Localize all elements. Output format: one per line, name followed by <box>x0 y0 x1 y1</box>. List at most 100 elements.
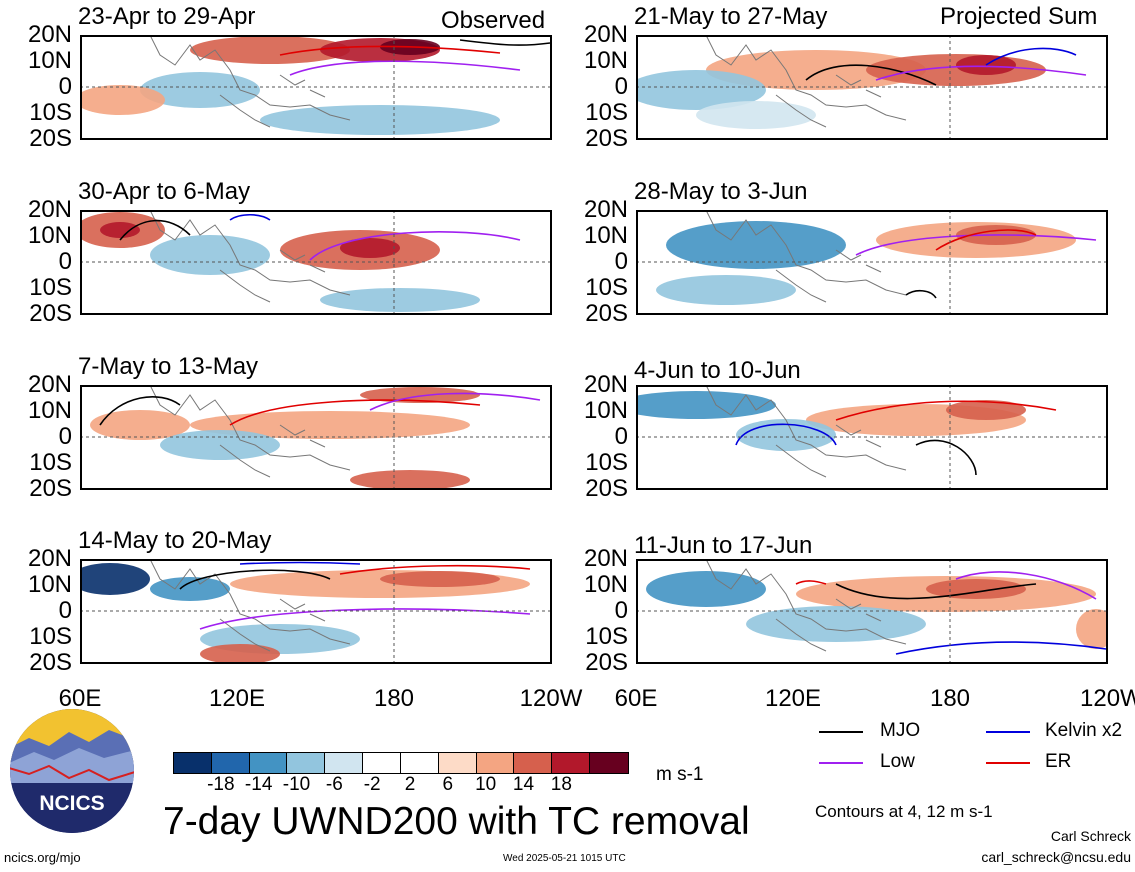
wave-contour <box>895 641 1107 655</box>
wave-contour <box>835 400 1057 421</box>
wave-contour <box>99 396 181 426</box>
colorbar-tick-label: -10 <box>282 774 311 795</box>
wave-contour <box>239 561 361 565</box>
wind-anomaly-shading <box>320 288 480 312</box>
timestamp: Wed 2025-05-21 1015 UTC <box>503 853 626 864</box>
map-panel-1 <box>80 35 552 140</box>
wave-contour <box>229 213 271 221</box>
lat-label-10n: 10N <box>27 47 72 74</box>
map-frame <box>80 35 552 140</box>
wave-contour <box>985 47 1077 66</box>
legend-line-mjo <box>819 731 863 733</box>
lat-label-20n: 20N <box>583 21 628 48</box>
panel-title-8: 11-Jun to 17-Jun <box>634 532 813 559</box>
lat-label-10s: 10S <box>585 623 628 650</box>
lat-label-0: 0 <box>58 73 72 100</box>
lon-label-120e-right: 120E <box>764 685 822 712</box>
lat-label-20s: 20S <box>29 125 72 152</box>
colorbar-swatch <box>287 753 326 773</box>
wave-contour <box>279 45 501 56</box>
colorbar-swatch <box>552 753 591 773</box>
wave-contour <box>369 392 541 411</box>
lat-label-0: 0 <box>58 597 72 624</box>
colorbar-swatch <box>476 753 515 773</box>
legend-line-low <box>819 762 863 764</box>
panel-title-6: 4-Jun to 10-Jun <box>634 357 801 384</box>
colorbar-swatch <box>249 753 288 773</box>
wind-anomaly-shading <box>260 105 500 135</box>
lat-label-10n: 10N <box>27 397 72 424</box>
wave-contour <box>289 60 521 76</box>
lat-label-10n: 10N <box>583 47 628 74</box>
lat-label-10n: 10N <box>583 571 628 598</box>
legend-label-er: ER <box>1045 751 1072 772</box>
colorbar-swatch <box>514 753 553 773</box>
wind-anomaly-shading <box>946 400 1026 420</box>
colorbar-tick-label: 6 <box>442 774 454 795</box>
colorbar-swatch <box>400 753 439 773</box>
colorbar-tick-label: -14 <box>244 774 273 795</box>
lat-label-10n: 10N <box>583 397 628 424</box>
map-panel-8 <box>636 559 1108 664</box>
lon-label-180-right: 180 <box>929 685 971 712</box>
colorbar-swatch <box>211 753 250 773</box>
colorbar-tick-label: -6 <box>325 774 343 795</box>
wind-anomaly-shading <box>150 577 230 601</box>
wave-contour <box>855 234 1097 256</box>
wind-anomaly-shading <box>746 606 926 642</box>
lat-label-10n: 10N <box>27 571 72 598</box>
wave-contour <box>735 423 837 446</box>
legend-label-kelvin: Kelvin x2 <box>1045 720 1123 741</box>
wind-anomaly-shading <box>926 579 1026 599</box>
coastline <box>705 559 907 652</box>
lat-label-0: 0 <box>614 73 628 100</box>
wave-contour <box>955 571 1097 600</box>
wind-anomaly-shading <box>360 387 480 403</box>
lat-label-20s: 20S <box>585 300 628 327</box>
wind-anomaly-shading <box>190 36 350 64</box>
wind-anomaly-shading <box>90 410 190 440</box>
colorbar-swatch <box>590 753 628 773</box>
lat-label-10s: 10S <box>29 449 72 476</box>
wave-contour <box>119 219 191 241</box>
lat-label-20n: 20N <box>27 371 72 398</box>
map-frame <box>80 385 552 490</box>
lat-label-10s: 10S <box>29 274 72 301</box>
panel-title-3: 30-Apr to 6-May <box>78 178 251 205</box>
legend-label-mjo: MJO <box>880 720 921 741</box>
wind-anomaly-shading <box>100 222 140 238</box>
wind-anomaly-shading <box>80 563 150 595</box>
wind-anomaly-shading <box>1076 609 1108 649</box>
lat-label-20s: 20S <box>585 649 628 676</box>
map-frame <box>636 210 1108 315</box>
wave-contour <box>915 439 977 476</box>
wave-contour <box>835 583 1037 600</box>
coastline <box>149 559 351 652</box>
lat-label-20n: 20N <box>27 21 72 48</box>
wave-contour <box>309 231 521 261</box>
wind-anomaly-shading <box>340 238 400 258</box>
map-frame <box>80 559 552 664</box>
wave-contour <box>229 399 481 426</box>
contour-note: Contours at 4, 12 m s-1 <box>815 802 993 821</box>
colorbar-tick-label: -18 <box>207 774 235 795</box>
wind-anomaly-shading <box>200 644 280 664</box>
map-panel-5 <box>80 385 552 490</box>
lat-label-20s: 20S <box>29 300 72 327</box>
wind-anomaly-shading <box>646 571 766 607</box>
wind-anomaly-shading <box>80 85 165 115</box>
colorbar-tick-label: 10 <box>475 774 497 795</box>
wind-anomaly-shading <box>706 50 926 90</box>
site-url[interactable]: ncics.org/mjo <box>4 850 81 865</box>
colorbar <box>173 752 629 774</box>
coastline <box>149 35 351 128</box>
colorbar-tick-label: -2 <box>363 774 381 795</box>
wind-anomaly-shading <box>666 221 846 269</box>
legend-label-low: Low <box>880 751 915 772</box>
author-name: Carl Schreck <box>1050 828 1131 844</box>
panel-tag-projected: Projected Sum <box>940 3 1098 30</box>
colorbar-tick-label: 2 <box>404 774 416 795</box>
lat-label-0: 0 <box>614 423 628 450</box>
lat-label-10s: 10S <box>29 99 72 126</box>
wind-anomaly-shading <box>656 275 796 305</box>
